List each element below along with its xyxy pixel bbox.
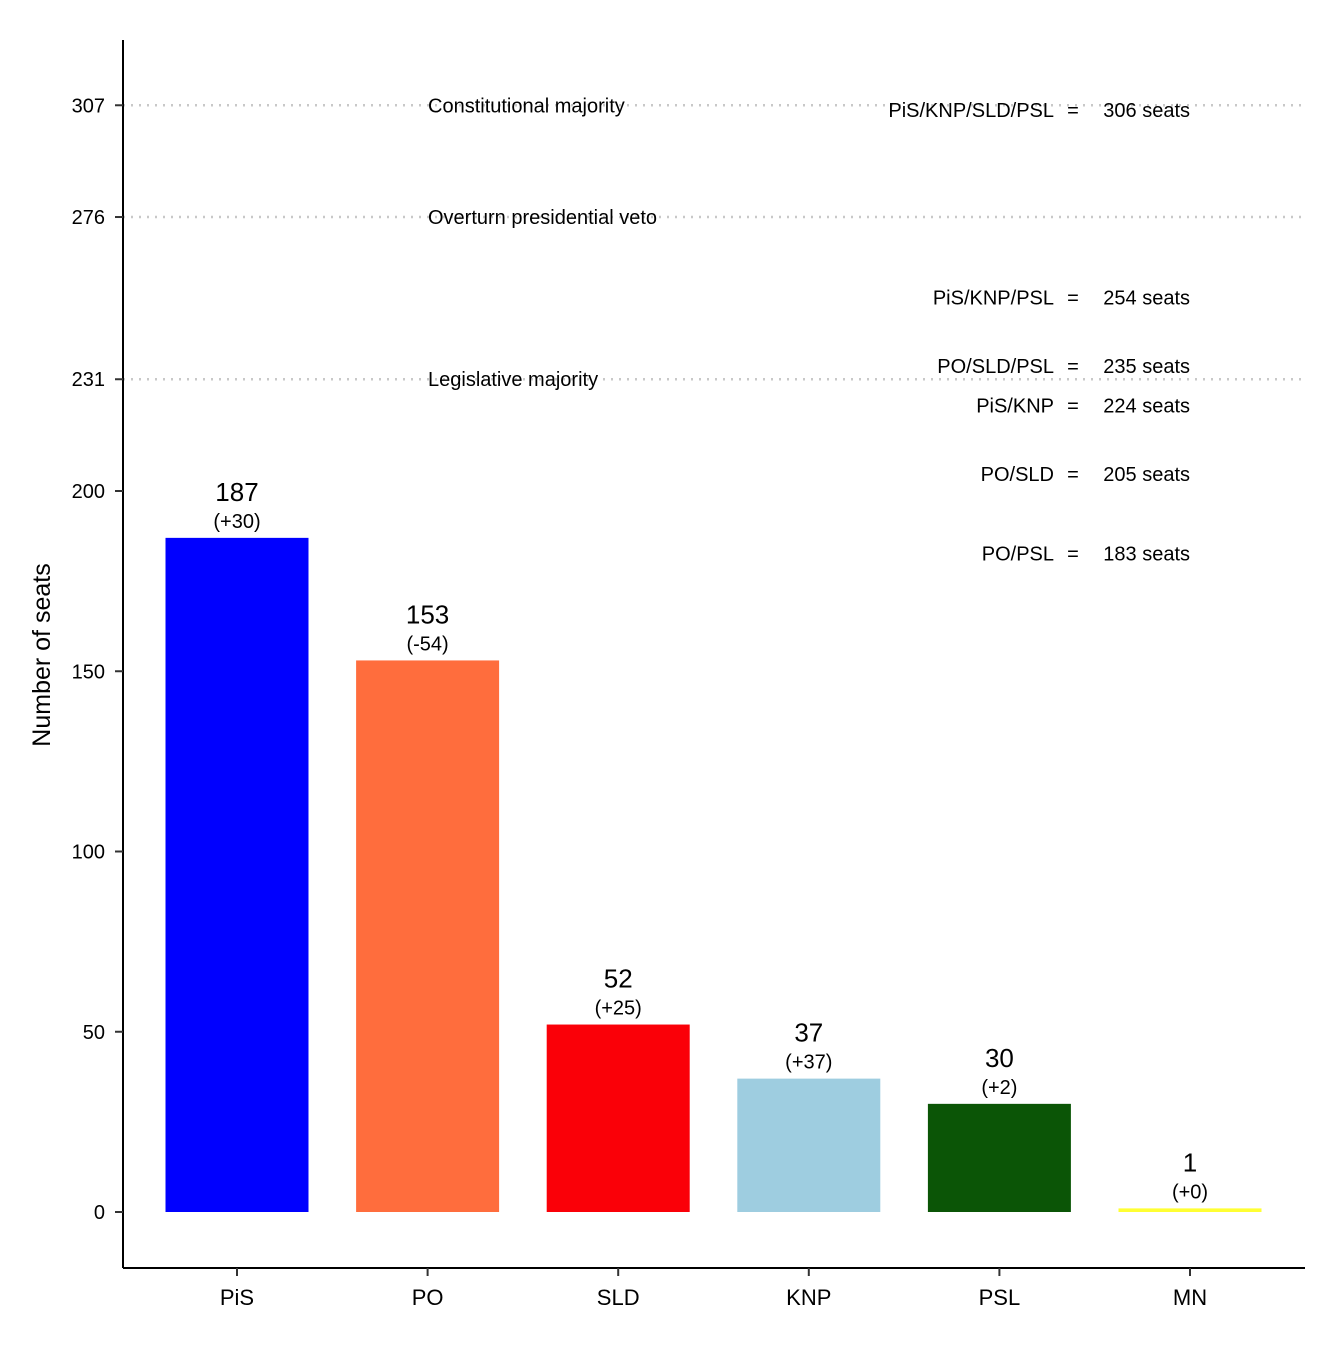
coalition-equals: =: [1067, 395, 1079, 417]
y-tick-label: 307: [72, 95, 105, 117]
coalition-equals: =: [1067, 100, 1079, 122]
bar-po: [356, 660, 500, 1212]
coalition-seats: 205 seats: [1103, 464, 1190, 486]
y-tick-label: 276: [72, 207, 105, 229]
x-tick-label: PSL: [979, 1285, 1021, 1310]
coalition-seats: 183 seats: [1103, 543, 1190, 565]
coalition-name: PiS/KNP/SLD/PSL: [888, 100, 1054, 122]
coalition-name: PO/SLD: [981, 464, 1054, 486]
coalition-equals: =: [1067, 464, 1079, 486]
bar-knp: [737, 1078, 881, 1212]
coalition-seats: 235 seats: [1103, 356, 1190, 378]
bar-change-label: (-54): [406, 633, 448, 655]
bar-pis: [165, 537, 309, 1212]
bar-change-label: (+25): [595, 998, 642, 1020]
x-tick-label: PO: [412, 1285, 444, 1310]
bar-value-label: 187: [215, 477, 258, 507]
coalition-equals: =: [1067, 543, 1079, 565]
coalition-seats: 306 seats: [1103, 100, 1190, 122]
x-tick-label: MN: [1173, 1285, 1207, 1310]
bar-mn: [1118, 1208, 1262, 1212]
bar-change-label: (+30): [213, 511, 260, 533]
bar-psl: [927, 1103, 1071, 1212]
y-tick-label: 150: [72, 661, 105, 683]
bar-value-label: 30: [985, 1043, 1014, 1073]
bar-value-label: 153: [406, 599, 449, 629]
coalition-name: PO/SLD/PSL: [937, 356, 1054, 378]
coalition-equals: =: [1067, 356, 1079, 378]
threshold-label: Legislative majority: [428, 369, 598, 391]
coalition-name: PiS/KNP/PSL: [933, 287, 1054, 309]
bar-change-label: (+37): [785, 1052, 832, 1074]
bar-value-label: 52: [604, 964, 633, 994]
coalition-name: PO/PSL: [982, 543, 1054, 565]
y-tick-label: 50: [83, 1022, 105, 1044]
bar-sld: [546, 1024, 690, 1212]
threshold-label: Overturn presidential veto: [428, 207, 657, 229]
bar-value-label: 37: [794, 1018, 823, 1048]
coalition-name: PiS/KNP: [976, 395, 1054, 417]
y-tick-label: 100: [72, 842, 105, 864]
coalition-equals: =: [1067, 287, 1079, 309]
y-tick-label: 200: [72, 481, 105, 503]
bar-change-label: (+2): [981, 1077, 1017, 1099]
y-tick-label: 231: [72, 369, 105, 391]
x-tick-label: SLD: [597, 1285, 640, 1310]
bar-change-label: (+0): [1172, 1181, 1208, 1203]
x-tick-label: KNP: [786, 1285, 831, 1310]
y-axis-label: Number of seats: [28, 563, 56, 746]
y-tick-label: 0: [94, 1202, 105, 1224]
coalition-seats: 224 seats: [1103, 395, 1190, 417]
bar-value-label: 1: [1183, 1147, 1197, 1177]
x-tick-label: PiS: [220, 1285, 254, 1310]
coalition-seats: 254 seats: [1103, 287, 1190, 309]
threshold-label: Constitutional majority: [428, 95, 625, 117]
